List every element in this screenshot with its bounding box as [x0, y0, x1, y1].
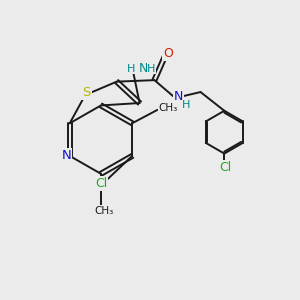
Text: Cl: Cl — [220, 161, 232, 174]
Text: H: H — [127, 64, 136, 74]
Text: Cl: Cl — [95, 177, 107, 190]
Text: O: O — [163, 47, 173, 61]
Text: N: N — [173, 90, 183, 103]
Text: H: H — [182, 100, 191, 110]
Text: S: S — [82, 86, 91, 99]
Text: N: N — [139, 62, 148, 75]
Text: H: H — [147, 64, 156, 74]
Text: CH₃: CH₃ — [94, 206, 114, 216]
Text: CH₃: CH₃ — [158, 103, 178, 113]
Text: N: N — [61, 149, 71, 162]
